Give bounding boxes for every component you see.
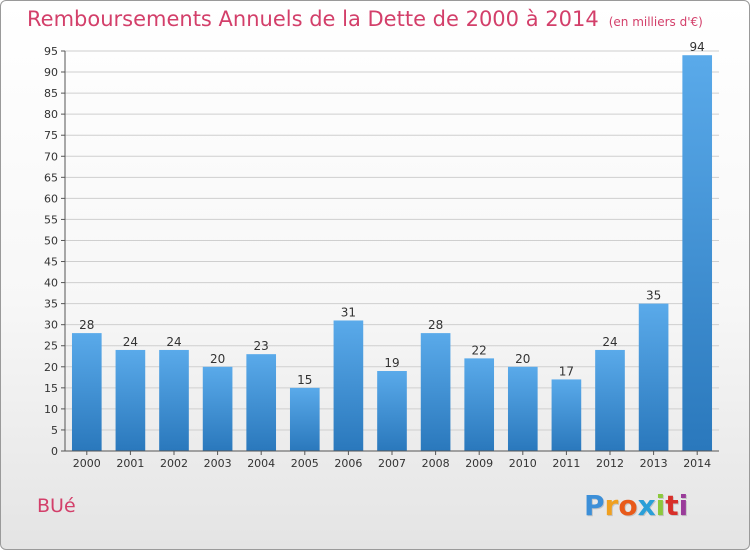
- data-label: 15: [297, 373, 312, 387]
- y-tick-label: 85: [44, 87, 58, 100]
- y-tick-label: 10: [44, 403, 58, 416]
- bars: [71, 55, 713, 452]
- bar: [246, 354, 277, 451]
- y-tick-label: 5: [51, 424, 58, 437]
- data-labels: 28 24 24 20 23 15 31 19 28 22 20 17 24 35 94: [79, 40, 705, 387]
- x-tick-label: 2006: [334, 457, 362, 470]
- logo-letter: o: [618, 489, 638, 522]
- bar: [289, 387, 320, 451]
- x-tick-label: 2008: [422, 457, 450, 470]
- data-label: 94: [690, 40, 705, 54]
- x-tick-label: 2002: [160, 457, 188, 470]
- y-tick-label: 35: [44, 298, 58, 311]
- y-tick-label: 25: [44, 340, 58, 353]
- x-tick-label: 2010: [509, 457, 537, 470]
- data-label: 20: [515, 352, 530, 366]
- axes: 0 5 10 15 20 25 30 35 40 45 50 55 60 65 70 75 80 85 90 95 20…: [44, 45, 719, 470]
- logo-letter: t: [665, 489, 679, 522]
- logo-letter: x: [637, 489, 656, 522]
- bar: [377, 371, 407, 451]
- bar: [507, 366, 538, 451]
- y-tick-label: 65: [44, 171, 58, 184]
- x-tick-label: 2007: [378, 457, 406, 470]
- x-tick-label: 2004: [247, 457, 275, 470]
- data-label: 24: [602, 335, 617, 349]
- y-tick-label: 0: [51, 445, 58, 458]
- x-tick-label: 2013: [640, 457, 668, 470]
- bar: [202, 366, 233, 451]
- y-tick-label: 70: [44, 150, 58, 163]
- chart-title-unit: (en milliers d'€): [608, 15, 703, 29]
- data-label: 24: [123, 335, 138, 349]
- proxiti-logo[interactable]: Proxiti: [584, 489, 688, 522]
- data-label: 19: [384, 356, 399, 370]
- data-label: 28: [79, 318, 94, 332]
- y-tick-label: 90: [44, 66, 58, 79]
- data-label: 23: [254, 339, 269, 353]
- y-tick-label: 20: [44, 361, 58, 374]
- y-tick-label: 15: [44, 382, 58, 395]
- x-tick-label: 2011: [552, 457, 580, 470]
- data-label: 35: [646, 289, 661, 303]
- logo-letter: r: [604, 489, 619, 522]
- x-tick-label: 2001: [116, 457, 144, 470]
- x-tick-label: 2012: [596, 457, 624, 470]
- y-tick-label: 95: [44, 45, 58, 58]
- bar: [551, 379, 582, 451]
- bar: [595, 349, 625, 451]
- y-tick-label: 30: [44, 319, 58, 332]
- y-tick-label: 80: [44, 108, 58, 121]
- y-tick-label: 45: [44, 256, 58, 269]
- bar: [682, 55, 713, 452]
- data-label: 31: [341, 305, 356, 319]
- logo-letter: P: [584, 489, 605, 522]
- data-label: 28: [428, 318, 443, 332]
- commune-name: BUé: [37, 495, 76, 517]
- x-tick-label: 2000: [73, 457, 101, 470]
- data-label: 24: [166, 335, 181, 349]
- chart-title-main: Remboursements Annuels de la Dette de 20…: [27, 7, 599, 31]
- data-label: 22: [472, 343, 487, 357]
- bar: [115, 349, 146, 451]
- chart-title: Remboursements Annuels de la Dette de 20…: [27, 7, 703, 31]
- bar: [159, 349, 189, 451]
- bar: [464, 358, 495, 451]
- x-tick-label: 2014: [683, 457, 711, 470]
- x-tick-label: 2003: [204, 457, 232, 470]
- y-tick-label: 60: [44, 192, 58, 205]
- logo-letter: i: [655, 489, 666, 522]
- bar: [71, 333, 102, 451]
- bar: [333, 320, 364, 451]
- y-tick-label: 55: [44, 213, 58, 226]
- logo-letter: i: [678, 489, 689, 522]
- bar: [420, 333, 451, 451]
- x-tick-label: 2009: [465, 457, 493, 470]
- bar: [638, 303, 669, 451]
- data-label: 17: [559, 364, 574, 378]
- y-tick-label: 75: [44, 129, 58, 142]
- x-tick-label: 2005: [291, 457, 319, 470]
- y-tick-label: 50: [44, 234, 58, 247]
- data-label: 20: [210, 352, 225, 366]
- y-tick-label: 40: [44, 277, 58, 290]
